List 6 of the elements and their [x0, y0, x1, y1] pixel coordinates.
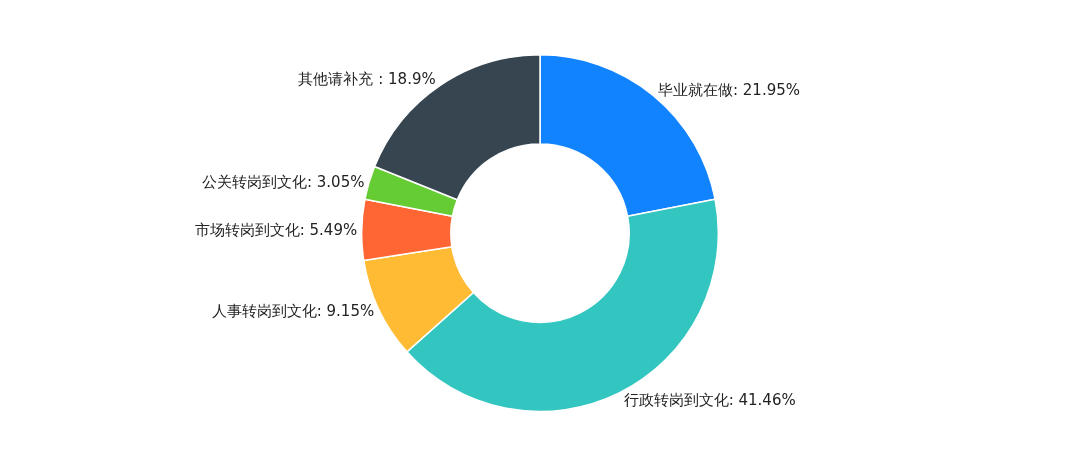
slice-label: 毕业就在做: 21.95%	[657, 81, 800, 100]
slice-label: 行政转岗到文化: 41.46%	[623, 391, 796, 410]
slice-label: 公关转岗到文化: 3.05%	[201, 172, 365, 191]
slice-label: 其他请补充 : 18.9%	[298, 70, 436, 89]
slice-label: 市场转岗到文化: 5.49%	[194, 220, 358, 239]
slice-label: 人事转岗到文化: 9.15%	[211, 301, 375, 320]
